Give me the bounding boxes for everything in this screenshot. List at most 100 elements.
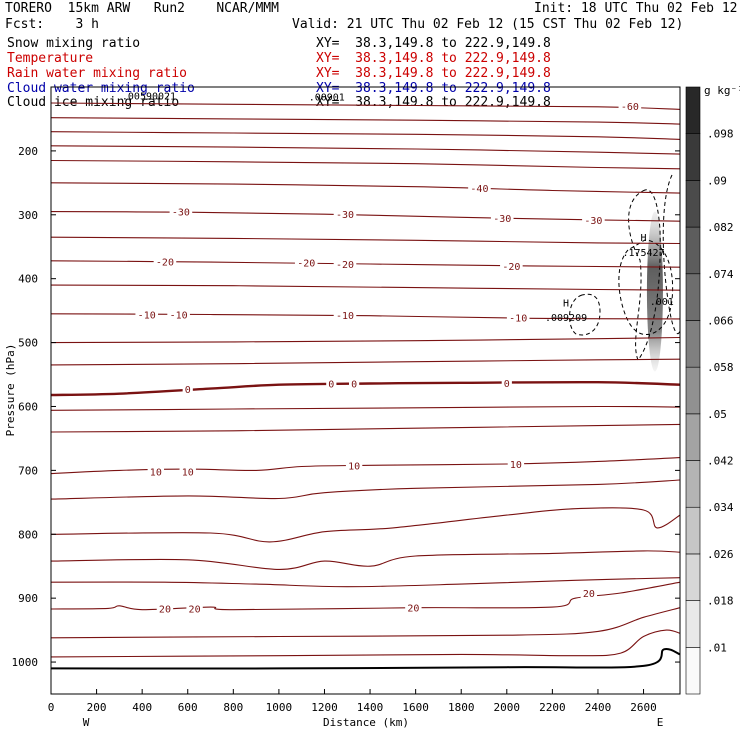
colorbar-label: .074 xyxy=(707,268,734,281)
contour-label-mask xyxy=(294,256,318,269)
mixing-ratio-dashed-contour xyxy=(618,239,674,335)
colorbar-label: .082 xyxy=(707,221,734,234)
colorbar-segment xyxy=(685,600,701,648)
temperature-contour xyxy=(50,629,681,658)
x-tick-label: 1800 xyxy=(448,701,475,714)
y-tick-label: 900 xyxy=(18,592,38,605)
contour-label-mask xyxy=(507,457,525,470)
temperature-contour-label: 10 xyxy=(182,468,194,479)
x-tick-label: 600 xyxy=(178,701,198,714)
temperature-contour xyxy=(50,405,681,411)
x-tick-label: 1400 xyxy=(357,701,384,714)
y-tick-label: 1000 xyxy=(12,656,39,669)
contour-label-mask xyxy=(580,587,598,600)
field-annotation: .009209 xyxy=(545,313,587,324)
temperature-contour-label: -10 xyxy=(170,310,188,321)
colorbar-segment xyxy=(685,273,701,321)
x-axis-label: Distance (km) xyxy=(323,716,409,729)
contour-label-mask xyxy=(186,602,203,615)
temperature-contour-label: 0 xyxy=(351,379,357,390)
field-annotation: .00590021 xyxy=(122,91,176,102)
contour-label-mask xyxy=(349,377,360,390)
temperature-contour-label: -20 xyxy=(336,260,354,271)
colorbar-segment xyxy=(685,366,701,415)
colorbar-segment xyxy=(685,86,701,134)
temperature-contour-label: -10 xyxy=(336,311,354,322)
x-tick-label: 2200 xyxy=(539,701,566,714)
colorbar-label: .01 xyxy=(707,641,727,654)
temperature-contour-label: -10 xyxy=(138,310,156,321)
field-xy-rain: XY= 38.3,149.8 to 222.9,149.8 xyxy=(316,66,551,81)
x-tick-label: 1600 xyxy=(402,701,429,714)
field-name-cloud-ice: Cloud ice mixing ratio xyxy=(7,95,180,110)
x-tick-label: 800 xyxy=(223,701,243,714)
contour-label-mask xyxy=(167,308,190,321)
temperature-contour xyxy=(50,479,681,500)
temperature-contour xyxy=(50,260,681,268)
contour-label-mask xyxy=(169,205,193,218)
contour-label-mask xyxy=(506,311,530,324)
temperature-contour-label: 20 xyxy=(159,604,171,615)
temperature-contour-label: 10 xyxy=(150,468,162,479)
east-label: E xyxy=(657,716,664,729)
y-tick-label: 400 xyxy=(18,273,38,286)
colorbar-segment xyxy=(685,320,701,368)
colorbar-label: .066 xyxy=(707,314,734,327)
temperature-contour xyxy=(50,102,681,110)
colorbar-label: .098 xyxy=(707,128,734,141)
colorbar-label: .018 xyxy=(707,595,734,608)
forecast-hour: Fcst: 3 h xyxy=(5,17,99,32)
init-time: Init: 18 UTC Thu 02 Feb 12 xyxy=(534,1,738,16)
field-name-temperature: Temperature xyxy=(7,51,94,66)
contour-label-mask xyxy=(333,208,357,221)
mixing-ratio-dashed-contour xyxy=(569,293,601,336)
temperature-contour-label: 20 xyxy=(583,589,595,600)
colorbar-segment xyxy=(685,180,701,228)
temperature-contour-label: 0 xyxy=(185,385,191,396)
field-xy-cloud-water: XY= 38.3,149.8 to 222.9,149.8 xyxy=(316,81,551,96)
temperature-contour-label: 10 xyxy=(510,460,522,471)
temperature-contour-label: -20 xyxy=(297,259,315,270)
contour-label-mask xyxy=(490,211,514,224)
colorbar-segment xyxy=(685,553,701,601)
contour-label-mask xyxy=(333,257,357,270)
west-label: W xyxy=(83,716,90,729)
temperature-contour xyxy=(50,131,681,140)
x-tick-label: 1000 xyxy=(266,701,293,714)
x-tick-label: 2400 xyxy=(585,701,612,714)
contour-label-mask xyxy=(500,259,523,272)
field-xy-snow: XY= 38.3,149.8 to 222.9,149.8 xyxy=(316,36,551,51)
x-tick-label: 0 xyxy=(48,701,55,714)
field-name-cloud-water: Cloud water mixing ratio xyxy=(7,81,195,96)
temperature-contour-label: -30 xyxy=(584,216,602,227)
colorbar-unit: g kg⁻¹ xyxy=(704,84,740,97)
model-title: TORERO 15km ARW Run2 NCAR/MMM xyxy=(5,1,279,16)
field-xy-temperature: XY= 38.3,149.8 to 222.9,149.8 xyxy=(316,51,551,66)
colorbar-segment xyxy=(685,226,701,275)
temperature-contour xyxy=(50,284,681,291)
temperature-contour xyxy=(50,607,681,639)
contour-label-mask xyxy=(333,309,357,322)
plot-frame xyxy=(50,86,681,695)
temperature-contour xyxy=(50,577,681,588)
contour-label-mask xyxy=(405,601,422,614)
contour-label-mask xyxy=(326,377,337,390)
valid-time: Valid: 21 UTC Thu 02 Feb 12 (15 CST Thu … xyxy=(292,17,684,32)
x-tick-label: 200 xyxy=(87,701,107,714)
temperature-contour-label: -30 xyxy=(493,214,511,225)
colorbar-label: .05 xyxy=(707,408,727,421)
terrain-line xyxy=(50,647,681,670)
x-tick-label: 2000 xyxy=(494,701,521,714)
contour-label-mask xyxy=(618,100,642,113)
contour-label-mask xyxy=(179,465,196,478)
temperature-contour-label: -60 xyxy=(621,102,639,113)
temperature-contour xyxy=(50,457,681,475)
y-tick-label: 500 xyxy=(18,337,38,350)
temperature-contour-label: 20 xyxy=(189,604,201,615)
contour-label-mask xyxy=(153,255,177,268)
field-annotation: H xyxy=(641,233,647,244)
x-tick-label: 400 xyxy=(132,701,152,714)
temperature-contour xyxy=(50,507,681,543)
colorbar-label: .09 xyxy=(707,174,727,187)
